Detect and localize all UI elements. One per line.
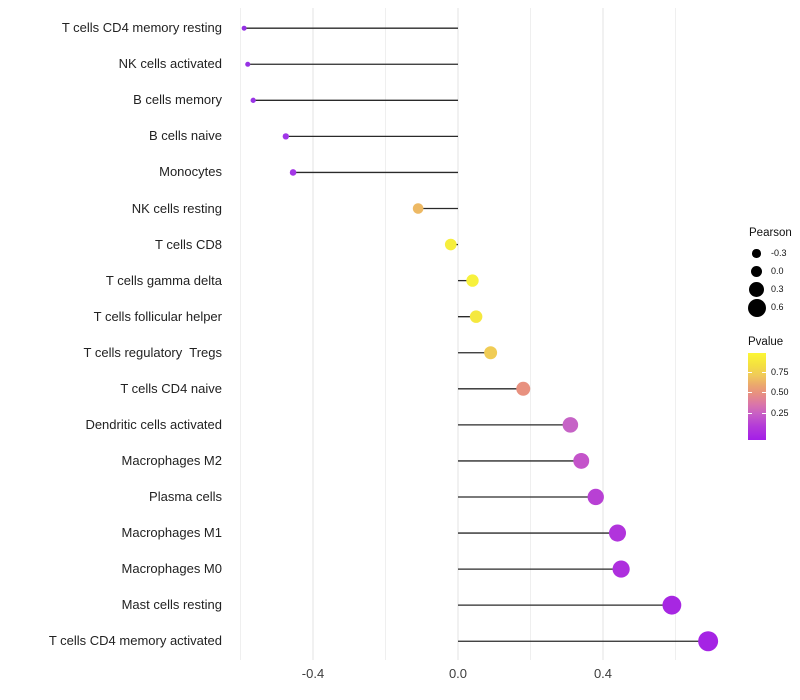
y-axis-label: B cells memory xyxy=(133,92,222,108)
y-axis-label: Mast cells resting xyxy=(121,597,222,613)
colorbar-tick xyxy=(748,392,752,393)
lollipop-dot xyxy=(289,169,297,176)
lollipop-dot xyxy=(412,203,424,214)
lollipop-dot xyxy=(662,595,682,615)
lollipop-dot xyxy=(241,25,247,31)
pearson-legend-dot xyxy=(748,281,765,298)
colorbar-tick xyxy=(748,372,752,373)
y-axis-label: Macrophages M0 xyxy=(121,561,222,577)
y-axis-label: T cells CD4 memory activated xyxy=(48,633,222,649)
y-axis-label: Plasma cells xyxy=(149,488,222,504)
y-axis-label: T cells gamma delta xyxy=(105,272,222,288)
y-axis-label: T cells regulatory Tregs xyxy=(83,344,222,360)
lollipop-dot xyxy=(562,417,579,433)
y-axis-label: T cells CD8 xyxy=(155,236,222,252)
lollipop-dot xyxy=(282,133,289,140)
pearson-legend-label: 0.3 xyxy=(771,284,784,294)
lollipop-dot xyxy=(466,274,479,287)
pearson-legend-label: 0.0 xyxy=(771,266,784,276)
lollipop-dot xyxy=(444,238,457,251)
colorbar-tick xyxy=(762,392,766,393)
y-axis-label: NK cells activated xyxy=(118,56,222,72)
colorbar-tick xyxy=(762,413,766,414)
colorbar-tick xyxy=(748,413,752,414)
y-axis-label: Dendritic cells activated xyxy=(85,416,222,432)
x-axis-tick-label: -0.4 xyxy=(301,666,325,681)
lollipop-dot xyxy=(484,346,498,360)
y-axis-label: T cells CD4 memory resting xyxy=(61,20,222,36)
lollipop-dot xyxy=(612,560,630,578)
lollipop-dot xyxy=(608,524,627,542)
y-axis-label: Monocytes xyxy=(159,164,222,180)
colorbar-tick xyxy=(762,372,766,373)
pvalue-legend-label: 0.25 xyxy=(771,408,789,418)
pvalue-legend-label: 0.75 xyxy=(771,367,789,377)
y-axis-label: Macrophages M2 xyxy=(121,452,222,468)
y-axis-label: B cells naive xyxy=(149,128,222,144)
pvalue-legend-label: 0.50 xyxy=(771,387,789,397)
pearson-legend-dot xyxy=(750,265,763,278)
pearson-legend-dot xyxy=(747,298,766,317)
y-axis-label: T cells CD4 naive xyxy=(120,380,222,396)
pearson-legend-label: -0.3 xyxy=(771,248,787,258)
lollipop-dot xyxy=(587,488,604,506)
lollipop-dot xyxy=(250,97,256,103)
pearson-legend-title: Pearson xyxy=(749,227,792,239)
x-axis-tick-label: 0.4 xyxy=(593,666,613,681)
pvalue-legend-title: Pvalue xyxy=(748,336,784,348)
lollipop-dot xyxy=(516,381,531,396)
lollipop-dot xyxy=(573,452,590,469)
pearson-legend-key xyxy=(747,244,766,263)
x-axis-tick-label: 0.0 xyxy=(448,666,468,681)
lollipop-dot xyxy=(698,631,719,652)
pearson-legend-dot xyxy=(752,249,761,258)
pvalue-colorbar xyxy=(748,353,766,440)
pearson-legend-key xyxy=(747,262,766,281)
pearson-legend-key xyxy=(747,298,766,317)
y-axis-label: Macrophages M1 xyxy=(121,525,222,541)
y-axis-label: T cells follicular helper xyxy=(93,308,222,324)
lollipop-dot xyxy=(245,61,251,67)
y-axis-label: NK cells resting xyxy=(131,200,222,216)
pearson-legend-label: 0.6 xyxy=(771,302,784,312)
lollipop-dot xyxy=(469,310,483,323)
pearson-legend-key xyxy=(747,280,766,299)
